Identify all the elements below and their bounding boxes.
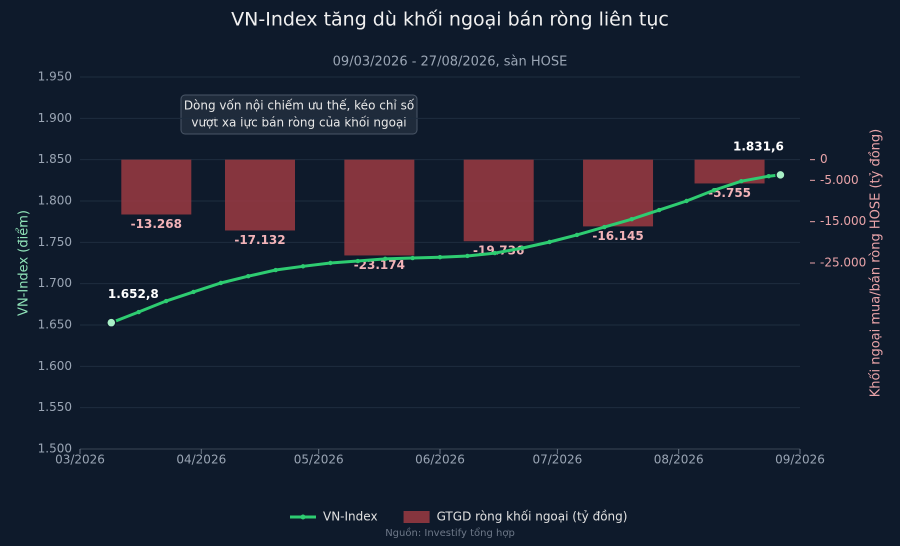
x-tick-label: 07/2026 [532, 453, 582, 467]
annotation-box [180, 94, 418, 135]
bar [694, 159, 765, 184]
marker [602, 224, 607, 230]
bar [121, 159, 192, 215]
bar [463, 159, 534, 242]
marker [410, 255, 415, 261]
bar-label: -16.145 [592, 229, 643, 243]
bar-label: -13.268 [131, 217, 182, 231]
marker [106, 317, 117, 328]
marker [519, 245, 525, 251]
legend-label: VN-Index [323, 510, 378, 524]
line [110, 173, 781, 325]
marker [191, 289, 196, 295]
source: Nguồn: Investify tổng hợp [385, 526, 515, 539]
marker [437, 255, 443, 260]
bar-label: -5.755 [708, 186, 751, 200]
legend-label: GTGD ròng khối ngoại (tỷ đồng) [437, 510, 628, 524]
y-tick-label: 1.550 [38, 400, 72, 414]
marker [246, 274, 251, 279]
bar [225, 159, 295, 231]
marker [684, 198, 689, 204]
y2-tick-label: -15.000 [820, 214, 866, 228]
y-tick-label: 1.850 [38, 152, 72, 166]
y-tick-label: 1.500 [38, 442, 72, 456]
marker [656, 207, 662, 213]
marker [547, 239, 552, 245]
y2-tick-label: 0 [820, 152, 828, 166]
y-tick-label: 1.950 [38, 70, 72, 84]
y-tick-label: 1.750 [38, 235, 72, 249]
marker [492, 250, 497, 256]
y-tick-label: 1.900 [38, 111, 72, 125]
point-label: 1.652,8 [108, 287, 159, 301]
marker [300, 264, 306, 269]
x-tick-label: 06/2026 [415, 453, 465, 467]
marker [574, 232, 580, 238]
marker [355, 258, 361, 264]
point-label: 1.831,6 [733, 139, 784, 153]
y-tick-label: 1.700 [38, 276, 72, 290]
x-tick-label: 04/2026 [176, 453, 226, 467]
marker [465, 253, 470, 259]
x-tick-label: 05/2026 [294, 453, 344, 467]
marker [775, 169, 786, 181]
chart-subtitle: 09/03/2026 - 27/08/2026, sàn HOSE [333, 55, 568, 70]
legend-swatch [300, 514, 306, 520]
y-tick-label: 1.800 [38, 194, 72, 208]
bar-label: -17.132 [234, 233, 285, 247]
marker [383, 256, 388, 262]
marker [273, 267, 278, 273]
bar [344, 159, 415, 256]
marker [629, 216, 634, 222]
marker [711, 188, 717, 193]
y2-tick-label: -25.000 [820, 256, 866, 270]
annotation-text: vượt xa lực bán ròng của khối ngoại [191, 116, 406, 130]
x-tick-label: 03/2026 [55, 453, 105, 467]
annotation-text: Dòng vốn nội chiếm ưu thế, kéo chỉ số [184, 99, 415, 113]
y2-axis-title: Khối ngoại mua/bán ròng HOSE (tỷ đồng) [869, 129, 884, 397]
marker [218, 280, 224, 286]
x-tick-label: 08/2026 [654, 453, 704, 467]
marker [163, 298, 169, 304]
y-tick-label: 1.600 [38, 359, 72, 373]
x-tick-label: 09/2026 [775, 453, 825, 467]
marker [136, 309, 141, 315]
legend-swatch [403, 511, 430, 523]
y-axis-title: VN-Index (điểm) [17, 210, 32, 316]
y2-tick-label: -5.000 [820, 173, 859, 187]
chart-title: VN-Index tăng dù khối ngoại bán ròng liê… [231, 9, 669, 31]
y-tick-label: 1.650 [38, 318, 72, 332]
marker [739, 178, 744, 184]
marker [328, 260, 333, 266]
marker [766, 174, 771, 179]
